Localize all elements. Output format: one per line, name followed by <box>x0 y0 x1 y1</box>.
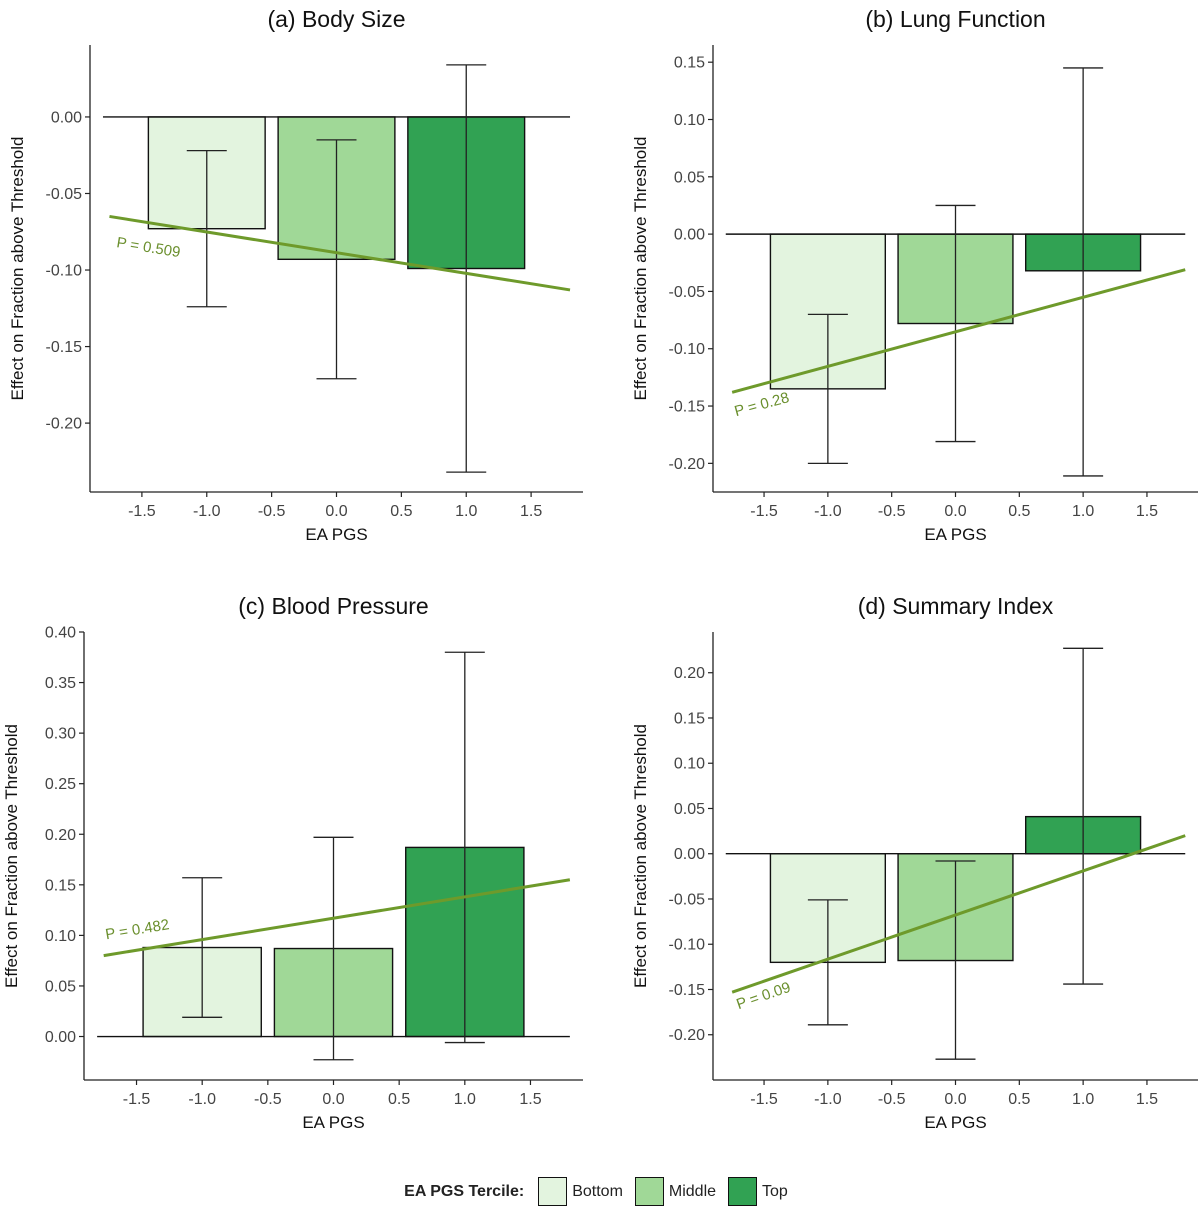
y-tick-label: -0.20 <box>669 1027 706 1044</box>
y-tick-label: -0.15 <box>46 339 83 356</box>
x-axis-title: EA PGS <box>924 525 986 544</box>
x-tick-label: 0.0 <box>325 503 347 520</box>
chart-title: (a) Body Size <box>267 6 405 32</box>
legend-item-middle: Middle <box>634 1177 717 1206</box>
p-value-label: P = 0.509 <box>115 234 181 261</box>
y-tick-label: 0.15 <box>674 710 705 727</box>
y-tick-label: 0.35 <box>45 675 76 692</box>
y-tick-label: -0.05 <box>669 891 706 908</box>
y-axis-title: Effect on Fraction above Threshold <box>2 724 21 988</box>
x-tick-label: -1.0 <box>193 503 221 520</box>
x-tick-label: -1.5 <box>128 503 156 520</box>
chart-panel-2: (b) Lung Function 0.15 0.10 0.05 0.00 -0.05 -0… <box>631 6 1198 544</box>
chart-panel-3: (c) Blood Pressure 0.40 0.35 0.30 0.25 0.20 0.… <box>2 593 583 1132</box>
legend-label-bottom: Bottom <box>572 1182 623 1200</box>
x-tick-label: 0.5 <box>390 503 412 520</box>
x-tick-label: 0.0 <box>944 503 966 520</box>
y-axis-title: Effect on Fraction above Threshold <box>8 137 27 401</box>
x-tick-label: -1.5 <box>750 1091 778 1108</box>
y-tick-label: -0.05 <box>669 284 706 301</box>
legend-swatch-bottom <box>538 1177 568 1206</box>
x-tick-label: -0.5 <box>878 503 906 520</box>
legend-swatch-top <box>728 1177 758 1206</box>
y-tick-label: 0.20 <box>45 827 76 844</box>
x-tick-label: -0.5 <box>254 1091 282 1108</box>
x-tick-label: 1.0 <box>1072 1091 1094 1108</box>
y-tick-label: 0.15 <box>45 877 76 894</box>
y-tick-label: 0.30 <box>45 726 76 743</box>
y-tick-label: 0.10 <box>674 756 705 773</box>
y-tick-label: -0.10 <box>669 341 706 358</box>
legend-swatch-middle <box>634 1177 664 1206</box>
x-tick-label: 1.5 <box>520 503 542 520</box>
x-axis-title: EA PGS <box>924 1113 986 1132</box>
trend-line <box>103 878 571 958</box>
legend-title: EA PGS Tercile: <box>404 1182 525 1200</box>
x-tick-label: 1.0 <box>1072 503 1094 520</box>
x-tick-label: 0.0 <box>944 1091 966 1108</box>
p-value-label: P = 0.482 <box>104 916 170 943</box>
x-tick-label: 1.5 <box>1136 503 1158 520</box>
x-tick-label: -1.0 <box>814 503 842 520</box>
trend-line <box>109 214 571 292</box>
p-value-label: P = 0.28 <box>733 389 792 420</box>
legend-label-top: Top <box>762 1182 788 1200</box>
y-axis-title: Effect on Fraction above Threshold <box>631 137 650 401</box>
y-tick-label: -0.05 <box>46 186 83 203</box>
chart-panel-1: (a) Body Size 0.00 -0.05 -0.10 -0.15 -0.20 -1.… <box>8 6 583 544</box>
y-tick-label: 0.05 <box>674 801 705 818</box>
y-tick-label: -0.20 <box>669 456 706 473</box>
figure: (a) Body Size 0.00 -0.05 -0.10 -0.15 -0.20 -1.… <box>2 6 1198 1132</box>
y-tick-label: 0.20 <box>674 665 705 682</box>
y-tick-label: 0.00 <box>45 1029 76 1046</box>
x-tick-label: 1.0 <box>454 1091 476 1108</box>
y-tick-label: 0.40 <box>45 625 76 642</box>
y-tick-label: 0.05 <box>674 169 705 186</box>
x-tick-label: -1.5 <box>123 1091 151 1108</box>
x-tick-label: 0.5 <box>1008 1091 1030 1108</box>
y-tick-label: 0.15 <box>674 55 705 72</box>
x-tick-label: -1.0 <box>814 1091 842 1108</box>
x-tick-label: -0.5 <box>258 503 286 520</box>
x-tick-label: -1.5 <box>750 503 778 520</box>
x-axis-title: EA PGS <box>305 525 367 544</box>
legend-item-top: Top <box>728 1177 788 1206</box>
x-tick-label: 1.0 <box>455 503 477 520</box>
y-tick-label: 0.00 <box>674 846 705 863</box>
y-tick-label: 0.10 <box>674 112 705 129</box>
y-tick-label: 0.00 <box>674 227 705 244</box>
legend-item-bottom: Bottom <box>538 1177 623 1206</box>
x-tick-label: -0.5 <box>878 1091 906 1108</box>
chart-title: (d) Summary Index <box>858 593 1054 619</box>
legend-label-middle: Middle <box>668 1182 717 1200</box>
x-tick-label: 0.5 <box>388 1091 410 1108</box>
chart-title: (b) Lung Function <box>865 6 1045 32</box>
y-tick-label: -0.15 <box>669 982 706 999</box>
chart-panel-4: (d) Summary Index 0.20 0.15 0.10 0.05 0.00 -0.… <box>631 593 1198 1132</box>
y-tick-label: -0.20 <box>46 416 83 433</box>
y-tick-label: 0.00 <box>51 109 82 126</box>
y-tick-label: -0.10 <box>669 937 706 954</box>
x-axis-title: EA PGS <box>302 1113 364 1132</box>
y-tick-label: 0.25 <box>45 776 76 793</box>
x-tick-label: -1.0 <box>188 1091 216 1108</box>
p-value-label: P = 0.09 <box>734 979 793 1013</box>
trend-line <box>731 268 1186 394</box>
y-tick-label: 0.05 <box>45 978 76 995</box>
x-tick-label: 0.0 <box>322 1091 344 1108</box>
y-tick-label: -0.10 <box>46 263 83 280</box>
y-tick-label: 0.10 <box>45 928 76 945</box>
y-tick-label: -0.15 <box>669 399 706 416</box>
x-tick-label: 1.5 <box>1136 1091 1158 1108</box>
trend-line <box>731 834 1186 994</box>
x-tick-label: 1.5 <box>519 1091 541 1108</box>
x-tick-label: 0.5 <box>1008 503 1030 520</box>
chart-title: (c) Blood Pressure <box>238 593 428 619</box>
legend: EA PGS Tercile: Bottom Middle Top <box>0 1176 1198 1207</box>
y-axis-title: Effect on Fraction above Threshold <box>631 724 650 988</box>
